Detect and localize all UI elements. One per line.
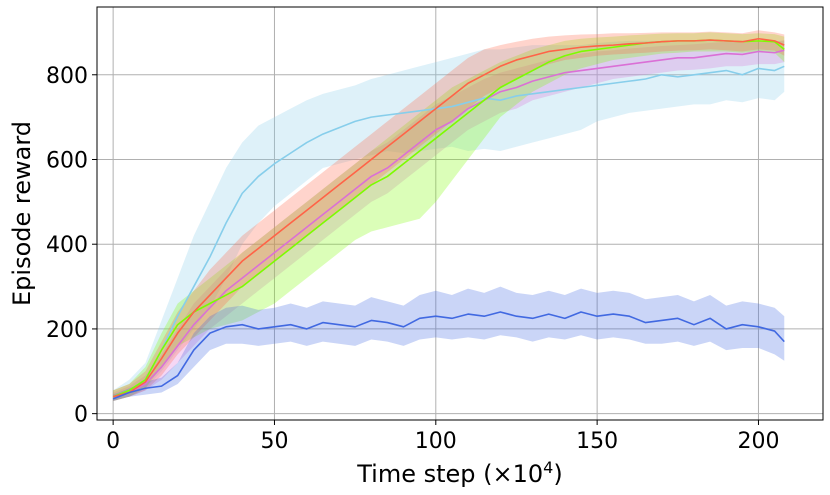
grid <box>97 7 823 420</box>
x-tick-label: 150 <box>576 429 618 454</box>
x-axis-label-exponent: 4 <box>543 458 553 477</box>
x-axis-label-close: ) <box>553 460 562 488</box>
series-lines <box>112 37 785 400</box>
y-tick-label: 800 <box>46 64 88 89</box>
x-tick-label: 200 <box>737 429 779 454</box>
x-tick-label: 0 <box>106 429 120 454</box>
x-tick-label: 50 <box>260 429 288 454</box>
series-4-line <box>112 37 785 398</box>
confidence-bands <box>113 30 785 401</box>
series-4-band <box>113 30 785 401</box>
x-axis-label-main: Time step (×10 <box>356 460 543 488</box>
series-1-line <box>112 65 785 398</box>
y-axis-label: Episode reward <box>8 121 36 306</box>
x-tick-label: 100 <box>415 429 457 454</box>
series-1-band <box>113 40 785 401</box>
y-tick-label: 400 <box>46 233 88 258</box>
axis-ticks: 0 50 100 150 200 0 200 400 600 800 <box>46 64 779 454</box>
x-axis-label: Time step (×104) <box>356 458 562 488</box>
series-5-line <box>112 311 785 400</box>
y-tick-label: 200 <box>46 318 88 343</box>
series-2-band <box>113 40 785 401</box>
series-3-band <box>113 32 785 401</box>
y-tick-label: 0 <box>74 403 88 428</box>
plot-frame <box>96 6 824 421</box>
series-2-line <box>112 49 785 398</box>
y-tick-label: 600 <box>46 148 88 173</box>
